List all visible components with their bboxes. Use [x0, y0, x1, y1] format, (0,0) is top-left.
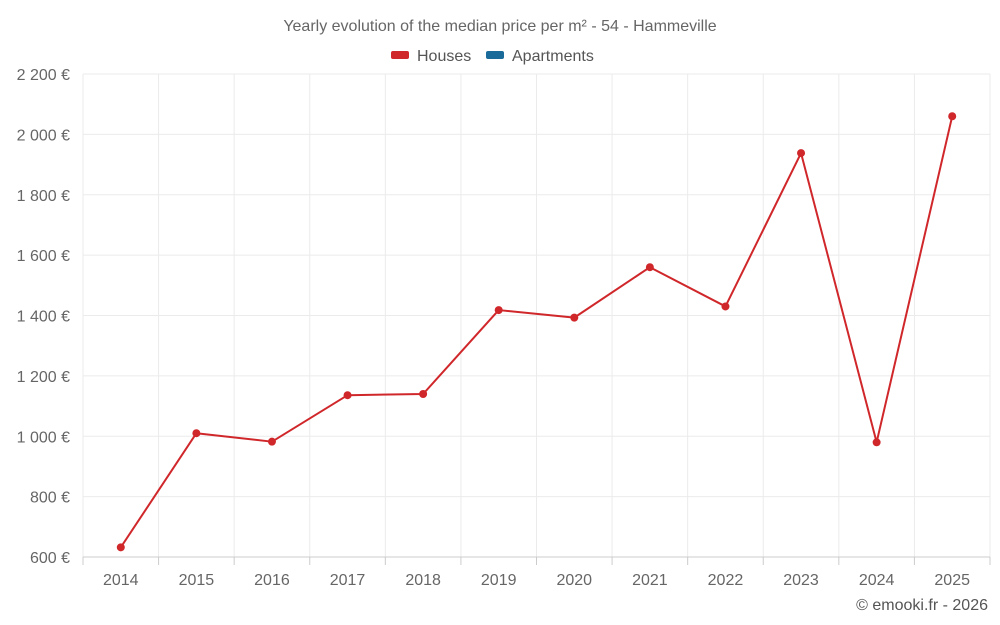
- series-layer: [116, 112, 957, 552]
- legend-item-houses[interactable]: Houses: [391, 48, 471, 65]
- legend-item-apartments[interactable]: Apartments: [486, 48, 594, 65]
- data-point-houses-2022[interactable]: [721, 302, 730, 311]
- data-point-houses-2023[interactable]: [797, 149, 806, 158]
- y-tick-label: 1 600 €: [17, 248, 70, 265]
- series-line-houses: [119, 115, 954, 549]
- y-tick-label: 1 000 €: [17, 429, 70, 446]
- y-tick-label: 600 €: [30, 550, 70, 567]
- data-point-houses-2017[interactable]: [343, 391, 352, 400]
- x-tick-label: 2015: [179, 572, 215, 589]
- x-tick-label: 2024: [859, 572, 895, 589]
- x-tick-label: 2019: [481, 572, 517, 589]
- x-tick-label: 2022: [708, 572, 744, 589]
- data-point-houses-2015[interactable]: [192, 429, 201, 438]
- chart-credit: © emooki.fr - 2026: [856, 597, 988, 614]
- y-tick-label: 1 200 €: [17, 369, 70, 386]
- x-tick-label: 2016: [254, 572, 290, 589]
- y-tick-label: 2 200 €: [17, 67, 70, 84]
- x-tick-label: 2014: [103, 572, 139, 589]
- data-point-houses-2019[interactable]: [494, 306, 503, 315]
- x-tick-label: 2025: [934, 572, 970, 589]
- data-point-houses-2024[interactable]: [872, 438, 881, 447]
- legend-label-houses: Houses: [417, 48, 471, 65]
- x-tick-label: 2017: [330, 572, 366, 589]
- x-tick-label: 2018: [405, 572, 441, 589]
- x-tick-label: 2023: [783, 572, 819, 589]
- x-tick-label: 2020: [556, 572, 592, 589]
- legend-swatch-apartments: [486, 51, 504, 59]
- legend-swatch-houses: [391, 51, 409, 59]
- chart-legend: Houses Apartments: [391, 48, 594, 65]
- grid-layer: [82, 73, 991, 558]
- data-point-houses-2021[interactable]: [645, 263, 654, 272]
- data-point-houses-2014[interactable]: [116, 543, 125, 552]
- data-point-houses-2016[interactable]: [267, 437, 276, 446]
- y-tick-label: 2 000 €: [17, 127, 70, 144]
- y-tick-label: 800 €: [30, 490, 70, 507]
- data-point-houses-2025[interactable]: [948, 112, 957, 121]
- y-tick-label: 1 800 €: [17, 188, 70, 205]
- y-tick-label: 1 400 €: [17, 309, 70, 326]
- chart-title: Yearly evolution of the median price per…: [283, 18, 716, 35]
- data-point-houses-2018[interactable]: [419, 389, 428, 398]
- legend-label-apartments: Apartments: [512, 48, 594, 65]
- data-point-houses-2020[interactable]: [570, 313, 579, 322]
- x-tick-label: 2021: [632, 572, 668, 589]
- axis-layer: 600 € 800 € 1 000 € 1 200 € 1 400 € 1 600 € 1 …: [17, 67, 991, 589]
